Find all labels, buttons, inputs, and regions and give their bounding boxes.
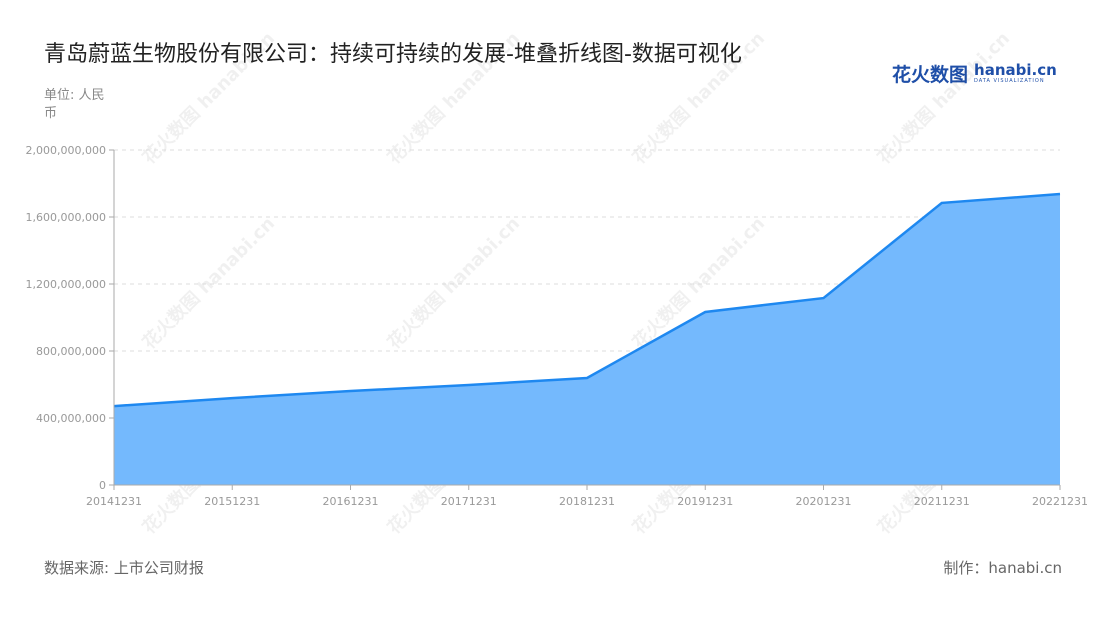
x-tick-label: 20161231 bbox=[323, 495, 379, 508]
y-tick-label: 2,000,000,000 bbox=[26, 144, 106, 157]
y-tick-label: 0 bbox=[99, 479, 106, 492]
unit-label: 单位: 人民币 bbox=[44, 88, 105, 121]
logo: 花火数图 hanabi.cn DATA VISUALIZATION bbox=[892, 60, 1057, 87]
logo-tagline: DATA VISUALIZATION bbox=[974, 78, 1045, 84]
y-tick-label: 1,200,000,000 bbox=[26, 278, 106, 291]
y-tick-label: 800,000,000 bbox=[36, 345, 106, 358]
x-tick-label: 20221231 bbox=[1032, 495, 1088, 508]
x-tick-label: 20171231 bbox=[441, 495, 497, 508]
watermark: 花火数图 hanabi.cn bbox=[628, 27, 769, 168]
area-fill bbox=[114, 194, 1060, 486]
data-source: 数据来源: 上市公司财报 bbox=[44, 559, 204, 577]
y-tick-label: 1,600,000,000 bbox=[26, 211, 106, 224]
logo-en: hanabi.cn bbox=[974, 61, 1057, 79]
x-tick-label: 20181231 bbox=[559, 495, 615, 508]
x-tick-label: 20201231 bbox=[796, 495, 852, 508]
maker-credit: 制作：hanabi.cn bbox=[943, 559, 1062, 577]
watermark: 花火数图 hanabi.cn bbox=[138, 212, 279, 353]
watermark: 花火数图 hanabi.cn bbox=[383, 27, 524, 168]
watermark: 花火数图 hanabi.cn bbox=[138, 27, 279, 168]
x-tick-label: 20151231 bbox=[204, 495, 260, 508]
watermark: 花火数图 hanabi.cn bbox=[873, 27, 1014, 168]
watermark: 花火数图 hanabi.cn bbox=[383, 212, 524, 353]
x-tick-label: 20141231 bbox=[86, 495, 142, 508]
logo-cn: 花火数图 bbox=[892, 64, 969, 86]
x-tick-label: 20211231 bbox=[914, 495, 970, 508]
chart-title: 青岛蔚蓝生物股份有限公司：持续可持续的发展-堆叠折线图-数据可视化 bbox=[44, 42, 742, 67]
x-tick-label: 20191231 bbox=[677, 495, 733, 508]
y-tick-label: 400,000,000 bbox=[36, 412, 106, 425]
